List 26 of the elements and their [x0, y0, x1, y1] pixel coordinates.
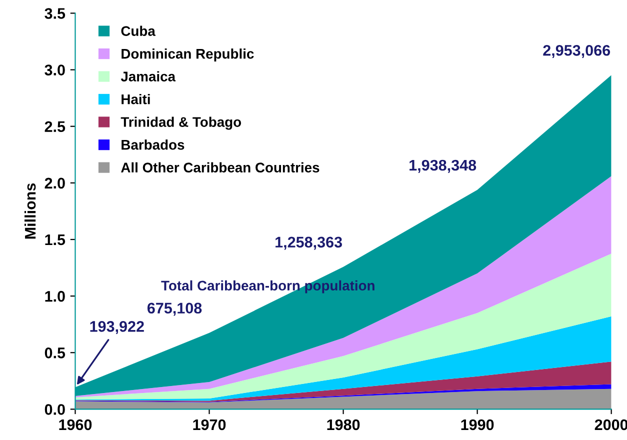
annotation: 1,258,363: [276, 236, 342, 250]
legend-label: Haiti: [122, 94, 150, 104]
annotation: 1,938,348: [410, 160, 476, 173]
x-tick-label: 1960: [59, 419, 92, 430]
y-tick-label: 1.5: [45, 234, 66, 246]
x-tick-label: 1990: [461, 419, 494, 430]
y-tick-label: 1.0: [45, 290, 65, 302]
legend-label: Jamaica: [120, 71, 176, 82]
legend-label: Dominican Republic: [122, 48, 254, 62]
legend-label: Cuba: [121, 26, 156, 36]
y-tick-label: 0.5: [44, 347, 66, 358]
y-tick-label: 0.0: [44, 404, 65, 415]
legend-label: All Other Caribbean Countries: [121, 162, 320, 172]
x-tick-label: 1970: [193, 419, 226, 430]
annotation: Total Caribbean-born population: [161, 280, 374, 294]
y-tick-label: 2.0: [44, 178, 65, 189]
y-tick-label: 3.0: [44, 64, 65, 76]
x-tick-label: 1980: [327, 419, 360, 430]
annotation: 2,953,066: [543, 44, 610, 58]
annotation: 675,108: [147, 302, 202, 316]
y-tick-label: 3.5: [44, 8, 66, 19]
annotation: 193,922: [90, 321, 144, 334]
legend-label: Barbados: [122, 140, 184, 150]
legend-label: Trinidad & Tobago: [120, 116, 242, 130]
y-tick-label: 2.5: [44, 121, 66, 132]
y-axis-title: Millions: [24, 183, 36, 239]
